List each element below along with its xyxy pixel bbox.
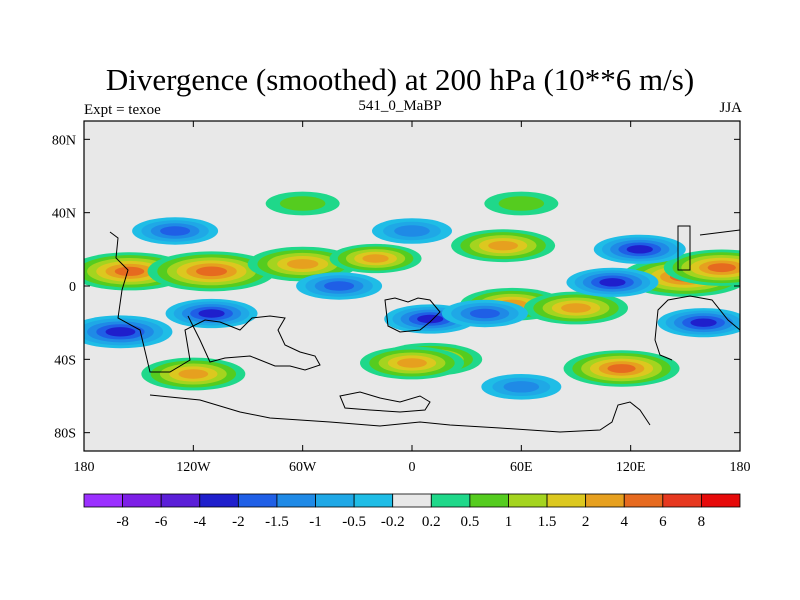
islands-outline	[339, 391, 431, 413]
colorbar-label-12: 2	[582, 514, 590, 530]
x-axis: 180 120W 60W 0 60E 120E 180	[74, 121, 751, 475]
anomaly-22-level-4	[690, 318, 717, 327]
colorbar: -8 -6 -4 -2 -1.5 -1 -0.5 -0.2 0.2 0.5 1 1.5 2 4 6 8	[83, 493, 741, 530]
x-tick-label-5: 120E	[616, 460, 646, 475]
anomaly-3-level-4	[362, 254, 389, 263]
x-tick-label-4: 60E	[510, 460, 533, 475]
anomaly-13-level-4	[626, 245, 653, 254]
y-tick-label-4: 80S	[54, 427, 76, 442]
colorbar-label-7: -0.2	[381, 514, 405, 530]
anomaly-18-level-4	[599, 278, 626, 287]
colorbar-label-10: 1	[505, 514, 513, 530]
anomaly-19-level-3	[160, 226, 191, 236]
colorbar-label-11: 1.5	[538, 514, 557, 530]
antarctica-outline	[149, 394, 651, 433]
colorbar-swatch-13	[585, 493, 625, 508]
colorbar-swatch-5	[276, 493, 316, 508]
x-tick-label-6: 180	[730, 460, 751, 475]
anomaly-11-level-4	[178, 369, 209, 379]
colorbar-swatch-11	[508, 493, 548, 508]
x-tick-label-2: 60W	[289, 460, 317, 475]
colorbar-label-4: -1.5	[265, 514, 289, 530]
anomaly-2-level-4	[286, 259, 319, 269]
colorbar-swatch-7	[353, 493, 394, 508]
colorbar-swatch-8	[392, 493, 432, 508]
anomaly-1-level-5	[196, 266, 228, 277]
y-tick-label-1: 40N	[52, 207, 76, 222]
anomaly-25-level-1	[498, 196, 545, 211]
colorbar-label-5: -1	[309, 514, 322, 530]
colorbar-label-8: 0.2	[422, 514, 441, 530]
asia-outline	[654, 225, 740, 361]
anomaly-16-level-4	[417, 314, 444, 324]
chart-subtitle: 541_0_MaBP	[358, 98, 442, 114]
americas-outline	[109, 231, 321, 373]
anomaly-17-level-3	[469, 308, 500, 319]
x-tick-label-3: 0	[409, 460, 416, 475]
colorbar-label-15: 8	[698, 514, 706, 530]
colorbar-label-14: 6	[659, 514, 667, 530]
anomaly-23-level-2	[503, 381, 540, 393]
x-tick-label-0: 180	[74, 460, 95, 475]
colorbar-swatch-16	[701, 493, 741, 508]
experiment-label: Expt = texoe	[84, 102, 161, 118]
colorbar-swatch-15	[662, 493, 702, 508]
anomaly-4-level-4	[488, 240, 519, 251]
anomaly-21-level-3	[324, 281, 355, 291]
x-tick-label-1: 120W	[176, 460, 211, 475]
y-axis: 80N 40N 0 40S 80S	[52, 133, 740, 442]
y-tick-label-0: 80N	[52, 133, 76, 148]
continent-outlines	[109, 225, 740, 433]
colorbar-label-0: -8	[116, 514, 129, 530]
anomaly-12-level-4	[397, 358, 427, 368]
divergence-field	[84, 191, 740, 400]
colorbar-label-6: -0.5	[342, 514, 366, 530]
colorbar-label-3: -2	[232, 514, 245, 530]
anomaly-15-level-4	[198, 309, 225, 318]
anomaly-6-level-5	[707, 263, 736, 273]
chart-title: Divergence (smoothed) at 200 hPa (10**6 …	[105, 62, 695, 97]
colorbar-swatch-9	[430, 493, 471, 508]
colorbar-swatch-3	[199, 493, 239, 508]
anomaly-14-level-4	[105, 327, 136, 337]
anomaly-0-level-5	[114, 266, 145, 276]
anomaly-20-level-2	[394, 225, 430, 237]
colorbar-label-1: -6	[155, 514, 168, 530]
africa-outline	[384, 297, 441, 333]
colorbar-swatch-10	[469, 493, 509, 508]
y-tick-label-2: 0	[69, 280, 76, 295]
colorbar-label-13: 4	[620, 514, 628, 530]
season-label: JJA	[719, 100, 742, 116]
colorbar-swatch-4	[237, 493, 278, 508]
anomaly-24-level-1	[279, 196, 326, 211]
colorbar-swatch-0	[83, 493, 123, 508]
anomaly-8-level-4	[561, 303, 591, 313]
colorbar-label-9: 0.5	[461, 514, 480, 530]
colorbar-swatch-14	[623, 493, 664, 508]
colorbar-label-2: -4	[194, 514, 207, 530]
y-tick-label-3: 40S	[54, 353, 76, 368]
anomaly-10-level-5	[607, 364, 636, 373]
colorbar-swatch-6	[315, 493, 355, 508]
colorbar-swatch-2	[160, 493, 201, 508]
colorbar-swatch-1	[122, 493, 162, 508]
colorbar-swatch-12	[546, 493, 587, 508]
